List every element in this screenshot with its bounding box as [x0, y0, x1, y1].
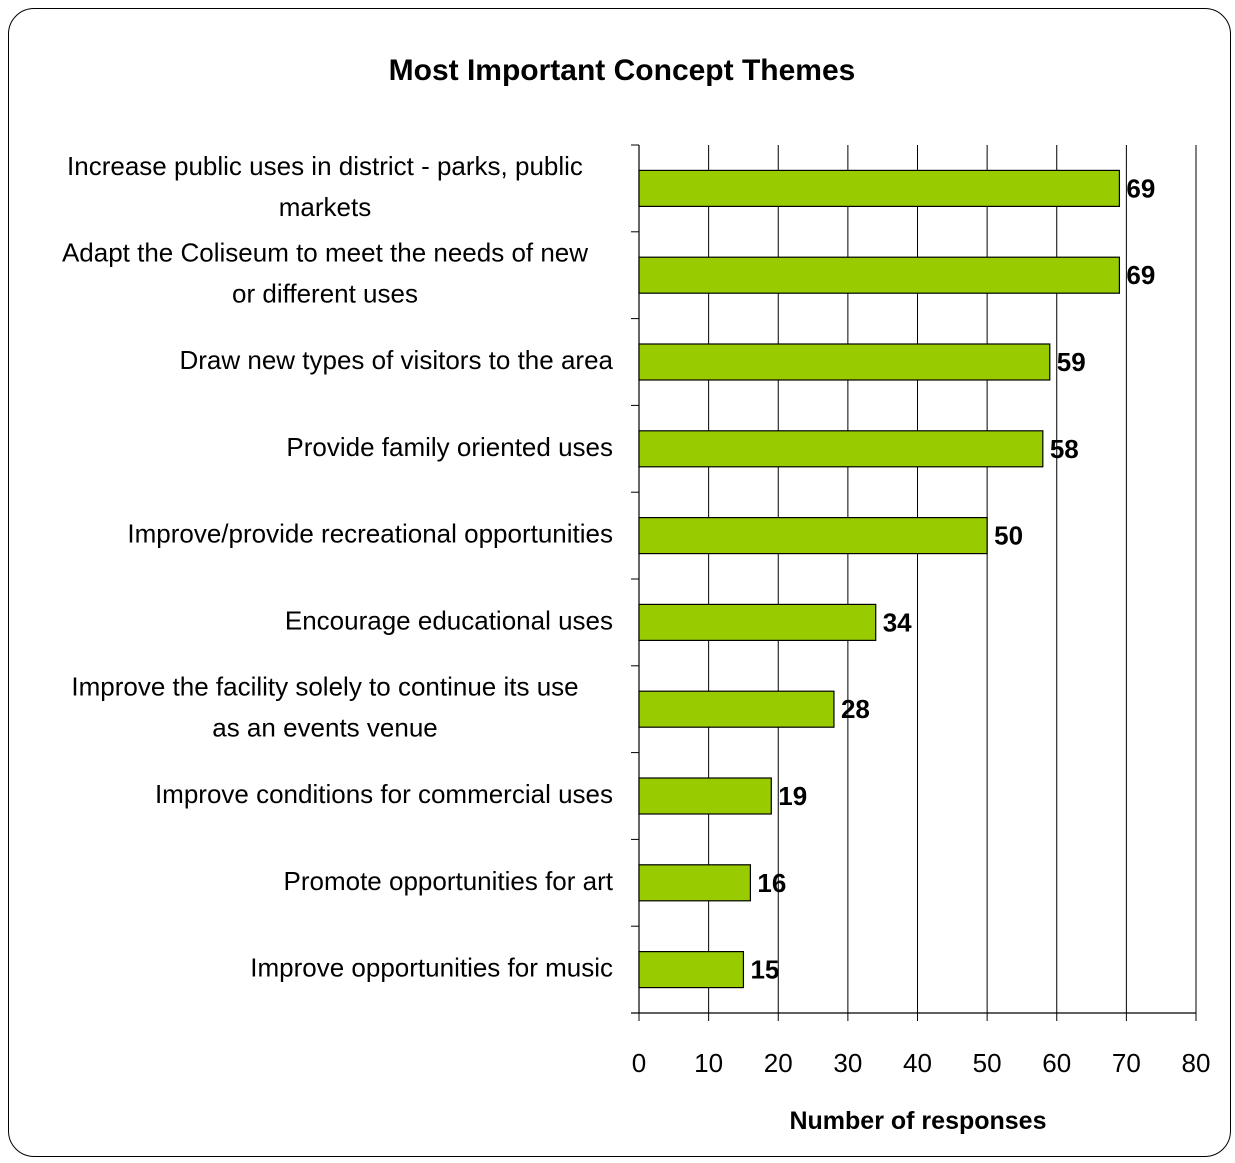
- bar-7: [638, 777, 772, 815]
- bar-6: [638, 690, 835, 728]
- category-label-7-line-0: Improve conditions for commercial uses: [155, 779, 613, 809]
- category-label-6: Improve the facility solely to continue …: [71, 672, 578, 743]
- x-tick-label-10: 10: [694, 1048, 723, 1078]
- x-tick-label-0: 0: [632, 1048, 646, 1078]
- bar-3: [638, 430, 1044, 468]
- category-label-4-line-0: Improve/provide recreational opportuniti…: [127, 519, 613, 549]
- category-label-0-line-1: markets: [279, 192, 371, 222]
- bar-5: [638, 603, 877, 642]
- value-label-8: 16: [757, 868, 786, 898]
- category-label-4: Improve/provide recreational opportuniti…: [127, 519, 613, 549]
- value-label-3: 58: [1050, 434, 1079, 464]
- value-label-7: 19: [778, 781, 807, 811]
- x-tick-labels: 0 10 20 30 40 50 60 70 80: [632, 1048, 1211, 1078]
- category-label-1: Adapt the Coliseum to meet the needs of …: [62, 238, 588, 309]
- value-label-0: 69: [1126, 173, 1155, 203]
- value-label-2: 59: [1057, 347, 1086, 377]
- category-label-3-line-0: Provide family oriented uses: [286, 432, 613, 462]
- x-tick-label-50: 50: [973, 1048, 1002, 1078]
- bars: 69 69 59 58 50 34 28 19 16 15: [638, 169, 1155, 989]
- bar-4: [638, 516, 988, 555]
- chart-title: Most Important Concept Themes: [389, 54, 856, 87]
- x-axis-title: Number of responses: [789, 1107, 1046, 1135]
- category-labels: Increase public uses in district - parks…: [62, 151, 614, 983]
- x-tick-label-70: 70: [1112, 1048, 1141, 1078]
- bar-0: [638, 169, 1121, 207]
- x-tick-label-30: 30: [833, 1048, 862, 1078]
- bar-2: [638, 343, 1051, 381]
- x-tick-label-60: 60: [1042, 1048, 1071, 1078]
- category-label-1-line-1: or different uses: [232, 279, 418, 309]
- value-label-6: 28: [841, 694, 870, 724]
- category-label-9-line-0: Improve opportunities for music: [250, 953, 613, 983]
- value-label-5: 34: [883, 607, 912, 637]
- bar-9: [638, 950, 745, 989]
- value-label-9: 15: [750, 955, 779, 985]
- x-tick-label-80: 80: [1182, 1048, 1211, 1078]
- x-tick-label-40: 40: [903, 1048, 932, 1078]
- x-tick-label-20: 20: [764, 1048, 793, 1078]
- category-label-2-line-0: Draw new types of visitors to the area: [179, 345, 613, 375]
- category-label-8-line-0: Promote opportunities for art: [284, 866, 614, 896]
- category-label-6-line-1: as an events venue: [212, 713, 438, 743]
- category-label-5-line-0: Encourage educational uses: [285, 605, 613, 635]
- category-label-7: Improve conditions for commercial uses: [155, 779, 613, 809]
- category-label-0: Increase public uses in district - parks…: [67, 151, 583, 222]
- bar-1: [638, 256, 1121, 294]
- value-label-4: 50: [994, 521, 1023, 551]
- category-label-2: Draw new types of visitors to the area: [179, 345, 613, 375]
- category-label-1-line-0: Adapt the Coliseum to meet the needs of …: [62, 238, 588, 268]
- category-label-9: Improve opportunities for music: [250, 953, 613, 983]
- category-label-3: Provide family oriented uses: [286, 432, 613, 462]
- value-label-1: 69: [1126, 260, 1155, 290]
- category-label-0-line-0: Increase public uses in district - parks…: [67, 151, 583, 181]
- category-label-5: Encourage educational uses: [285, 605, 613, 635]
- category-label-6-line-0: Improve the facility solely to continue …: [71, 672, 578, 702]
- category-label-8: Promote opportunities for art: [284, 866, 614, 896]
- bar-8: [638, 864, 752, 902]
